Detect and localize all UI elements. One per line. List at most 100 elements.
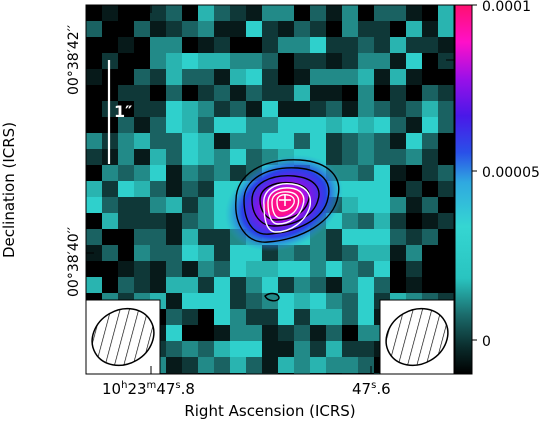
noise-cell [150,5,167,22]
noise-cell [374,261,391,278]
noise-cell [326,309,343,326]
noise-cell [438,165,454,182]
noise-cell [134,197,151,214]
noise-cell [358,245,375,262]
x-axis-title: Right Ascension (ICRS) [184,402,355,420]
noise-cell [358,213,375,230]
noise-cell [406,85,423,102]
noise-cell [406,69,423,86]
noise-cell [406,117,423,134]
noise-cell [198,357,215,374]
noise-cell [230,101,247,118]
noise-cell [198,341,215,358]
noise-cell [406,21,423,38]
noise-cell [358,229,375,246]
noise-cell [198,325,215,342]
noise-cell [438,261,454,278]
noise-cell [86,133,103,150]
noise-cell [358,197,375,214]
noise-cell [134,229,151,246]
noise-cell [182,357,199,374]
noise-cell [390,373,407,374]
noise-cell [86,37,103,54]
noise-cell [166,117,183,134]
noise-cell [214,373,231,374]
noise-cell [214,21,231,38]
noise-cell [102,277,119,294]
noise-cell [214,37,231,54]
noise-cell [230,245,247,262]
noise-cell [342,101,359,118]
noise-cell [166,53,183,70]
noise-cell [438,37,454,54]
noise-cell [406,213,423,230]
noise-cell [166,261,183,278]
noise-cell [118,245,135,262]
noise-cell [278,5,295,22]
noise-cell [182,37,199,54]
noise-cell [118,101,135,118]
noise-cell [262,261,279,278]
noise-cell [214,357,231,374]
noise-cell [118,133,135,150]
noise-cell [358,341,375,358]
noise-cell [86,85,103,102]
noise-cell [422,213,439,230]
noise-cell [374,69,391,86]
noise-cell [406,5,423,22]
ra-tick-right: 47s.6 [352,380,391,398]
noise-cell [438,85,454,102]
noise-cell [102,37,119,54]
noise-cell [102,245,119,262]
noise-cell [262,277,279,294]
noise-cell [214,165,231,182]
noise-cell [214,325,231,342]
noise-cell [278,53,295,70]
noise-cell [422,37,439,54]
noise-cell [166,213,183,230]
noise-cell [198,53,215,70]
noise-cell [118,149,135,166]
noise-cell [198,213,215,230]
noise-cell [390,165,407,182]
noise-cell [118,165,135,182]
noise-cell [230,373,247,374]
noise-cell [134,261,151,278]
noise-cell [166,21,183,38]
noise-cell [134,181,151,198]
noise-cell [390,53,407,70]
noise-cell [278,373,295,374]
noise-cell [198,37,215,54]
noise-cell [342,37,359,54]
noise-cell [134,53,151,70]
noise-cell [438,149,454,166]
noise-cell [230,85,247,102]
noise-cell [326,21,343,38]
noise-cell [374,117,391,134]
noise-cell [294,293,311,310]
noise-cell [342,261,359,278]
noise-cell [246,37,263,54]
noise-cell [326,341,343,358]
noise-cell [310,69,327,86]
noise-cell [134,101,151,118]
noise-cell [422,53,439,70]
noise-cell [182,69,199,86]
noise-cell [294,309,311,326]
noise-cell [214,309,231,326]
noise-cell [278,117,295,134]
noise-cell [342,117,359,134]
noise-cell [278,21,295,38]
noise-cell [422,101,439,118]
noise-cell [262,69,279,86]
noise-cell [438,133,454,150]
noise-cell [118,37,135,54]
noise-cell [134,37,151,54]
noise-cell [246,21,263,38]
noise-cell [262,101,279,118]
noise-cell [342,197,359,214]
noise-cell [118,261,135,278]
noise-cell [118,197,135,214]
noise-cell [342,53,359,70]
